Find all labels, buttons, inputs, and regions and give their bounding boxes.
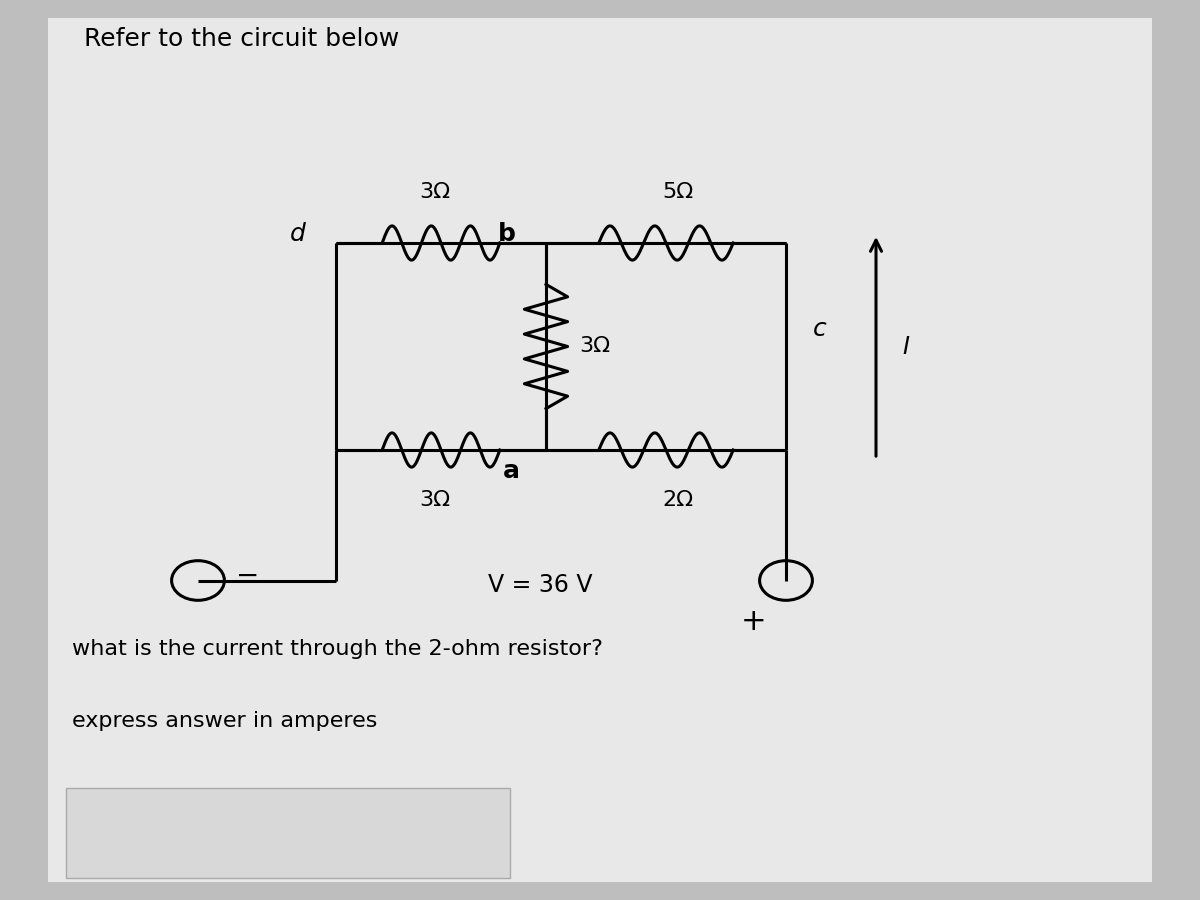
Text: I: I bbox=[902, 335, 910, 358]
Text: d: d bbox=[290, 222, 306, 246]
FancyBboxPatch shape bbox=[66, 788, 510, 878]
Text: c: c bbox=[812, 317, 826, 340]
Text: 3Ω: 3Ω bbox=[420, 491, 450, 510]
Text: −: − bbox=[236, 562, 259, 590]
Text: V = 36 V: V = 36 V bbox=[487, 573, 593, 597]
Text: +: + bbox=[740, 607, 767, 635]
Text: 3Ω: 3Ω bbox=[580, 337, 611, 356]
Text: 5Ω: 5Ω bbox=[662, 183, 694, 202]
Text: 2Ω: 2Ω bbox=[662, 491, 694, 510]
Text: 3Ω: 3Ω bbox=[420, 183, 450, 202]
Text: b: b bbox=[498, 222, 516, 246]
Text: a: a bbox=[503, 459, 520, 483]
Text: express answer in amperes: express answer in amperes bbox=[72, 711, 377, 731]
Text: what is the current through the 2-ohm resistor?: what is the current through the 2-ohm re… bbox=[72, 639, 602, 659]
Text: Refer to the circuit below: Refer to the circuit below bbox=[84, 27, 400, 51]
